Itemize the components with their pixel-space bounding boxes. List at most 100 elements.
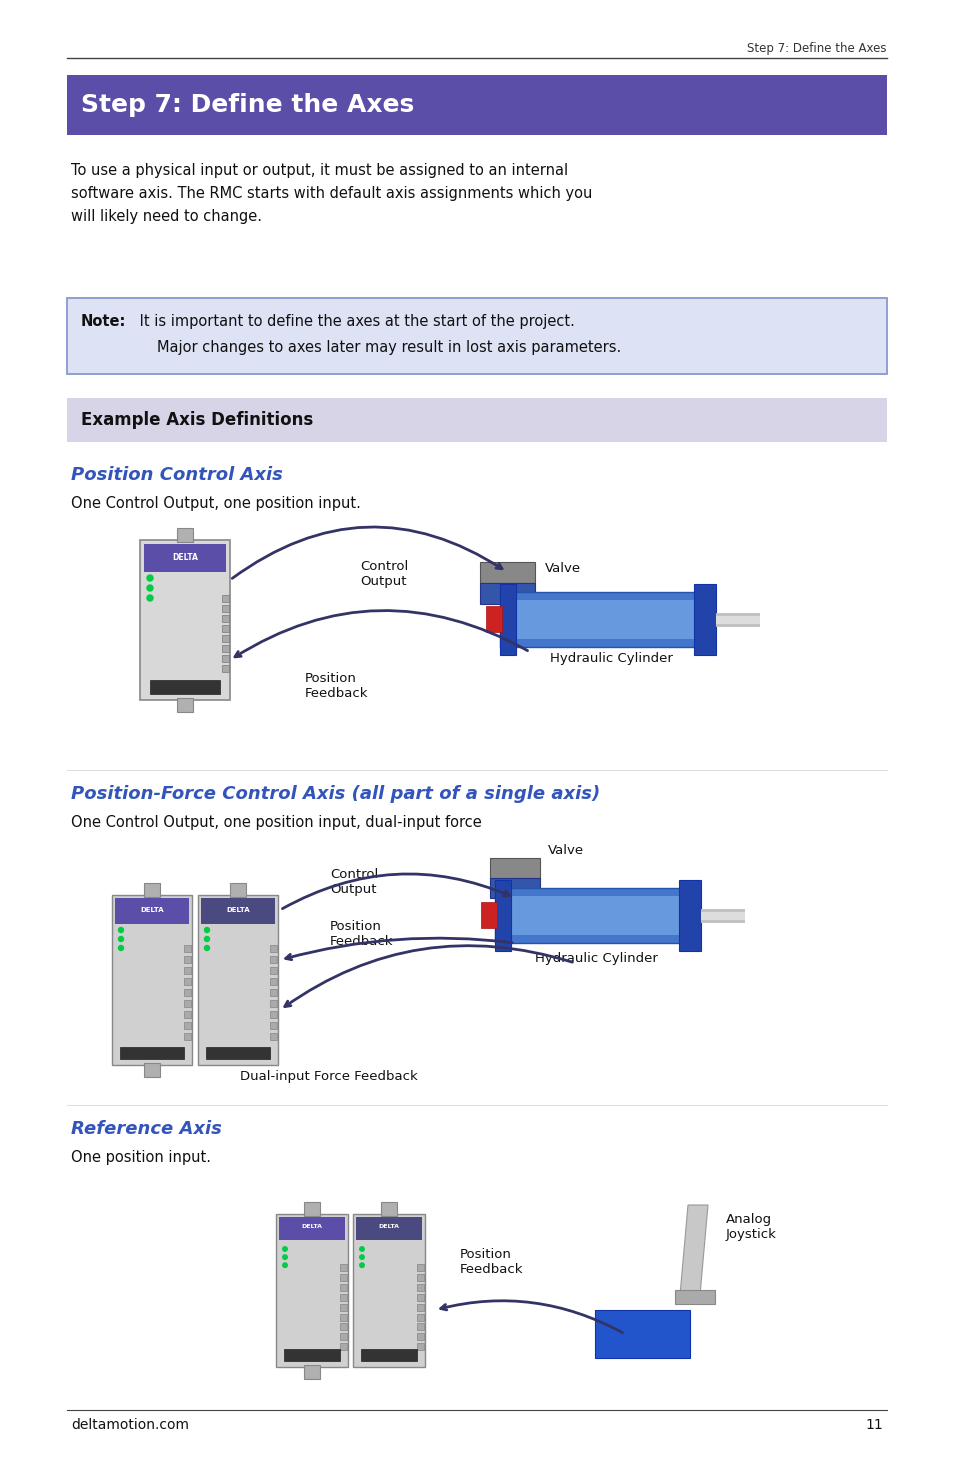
FancyBboxPatch shape — [184, 1022, 191, 1030]
Text: Step 7: Define the Axes: Step 7: Define the Axes — [81, 93, 414, 117]
Circle shape — [282, 1263, 287, 1267]
FancyBboxPatch shape — [693, 584, 716, 655]
FancyBboxPatch shape — [222, 645, 229, 652]
FancyBboxPatch shape — [144, 544, 226, 572]
Text: Analog
Joystick: Analog Joystick — [725, 1212, 776, 1240]
FancyBboxPatch shape — [495, 888, 695, 943]
FancyBboxPatch shape — [275, 1214, 348, 1367]
Text: One Control Output, one position input, dual-input force: One Control Output, one position input, … — [71, 816, 481, 830]
FancyBboxPatch shape — [270, 1032, 276, 1040]
FancyBboxPatch shape — [120, 1047, 184, 1059]
Text: To use a physical input or output, it must be assigned to an internal
software a: To use a physical input or output, it mu… — [71, 164, 592, 224]
FancyBboxPatch shape — [304, 1202, 319, 1215]
FancyBboxPatch shape — [115, 898, 189, 923]
FancyBboxPatch shape — [499, 584, 516, 655]
Text: Position
Feedback: Position Feedback — [459, 1248, 523, 1276]
Circle shape — [204, 928, 210, 932]
Text: Step 7: Define the Axes: Step 7: Define the Axes — [747, 41, 886, 55]
FancyBboxPatch shape — [270, 990, 276, 996]
FancyBboxPatch shape — [184, 1010, 191, 1018]
FancyBboxPatch shape — [416, 1344, 423, 1350]
Circle shape — [147, 586, 152, 591]
Text: DELTA: DELTA — [301, 1224, 322, 1230]
FancyBboxPatch shape — [355, 1217, 421, 1240]
FancyBboxPatch shape — [270, 1010, 276, 1018]
FancyBboxPatch shape — [339, 1264, 347, 1271]
FancyBboxPatch shape — [270, 1000, 276, 1007]
FancyBboxPatch shape — [480, 903, 497, 928]
FancyBboxPatch shape — [353, 1214, 424, 1367]
FancyBboxPatch shape — [270, 956, 276, 963]
Circle shape — [118, 937, 123, 941]
Text: Position
Feedback: Position Feedback — [305, 673, 368, 701]
FancyBboxPatch shape — [144, 1063, 160, 1077]
FancyBboxPatch shape — [184, 1032, 191, 1040]
FancyBboxPatch shape — [339, 1283, 347, 1291]
FancyBboxPatch shape — [230, 884, 246, 897]
Text: DELTA: DELTA — [140, 907, 164, 913]
FancyBboxPatch shape — [339, 1333, 347, 1341]
FancyBboxPatch shape — [679, 881, 700, 951]
Text: Position Control Axis: Position Control Axis — [71, 466, 283, 484]
FancyBboxPatch shape — [222, 615, 229, 622]
Text: 11: 11 — [864, 1417, 882, 1432]
Text: Major changes to axes later may result in lost axis parameters.: Major changes to axes later may result i… — [157, 341, 620, 355]
Text: deltamotion.com: deltamotion.com — [71, 1417, 189, 1432]
FancyBboxPatch shape — [112, 895, 192, 1065]
FancyBboxPatch shape — [416, 1314, 423, 1320]
Polygon shape — [679, 1205, 707, 1295]
FancyBboxPatch shape — [270, 968, 276, 974]
FancyBboxPatch shape — [595, 1310, 689, 1358]
Circle shape — [147, 575, 152, 581]
FancyBboxPatch shape — [503, 600, 705, 639]
FancyBboxPatch shape — [184, 945, 191, 951]
FancyBboxPatch shape — [222, 655, 229, 662]
FancyBboxPatch shape — [140, 540, 230, 701]
FancyBboxPatch shape — [495, 881, 511, 951]
FancyBboxPatch shape — [499, 591, 709, 648]
FancyBboxPatch shape — [222, 665, 229, 673]
FancyBboxPatch shape — [184, 1000, 191, 1007]
Text: Hydraulic Cylinder: Hydraulic Cylinder — [550, 652, 672, 665]
FancyBboxPatch shape — [416, 1304, 423, 1311]
Text: Note:: Note: — [81, 314, 126, 329]
FancyBboxPatch shape — [222, 605, 229, 612]
FancyBboxPatch shape — [675, 1291, 714, 1304]
Text: One position input.: One position input. — [71, 1150, 211, 1165]
Circle shape — [204, 937, 210, 941]
FancyBboxPatch shape — [416, 1274, 423, 1280]
FancyBboxPatch shape — [67, 298, 886, 375]
FancyBboxPatch shape — [490, 858, 539, 878]
Text: Reference Axis: Reference Axis — [71, 1120, 222, 1139]
FancyBboxPatch shape — [270, 945, 276, 951]
Text: DELTA: DELTA — [226, 907, 250, 913]
FancyBboxPatch shape — [206, 1047, 270, 1059]
Circle shape — [359, 1263, 364, 1267]
Text: Position
Feedback: Position Feedback — [330, 920, 393, 948]
FancyBboxPatch shape — [339, 1294, 347, 1301]
FancyBboxPatch shape — [416, 1264, 423, 1271]
FancyBboxPatch shape — [67, 398, 886, 442]
FancyBboxPatch shape — [67, 75, 886, 136]
FancyBboxPatch shape — [416, 1283, 423, 1291]
FancyBboxPatch shape — [222, 594, 229, 602]
Text: Hydraulic Cylinder: Hydraulic Cylinder — [535, 951, 658, 965]
Text: Position-Force Control Axis (all part of a single axis): Position-Force Control Axis (all part of… — [71, 785, 599, 802]
FancyBboxPatch shape — [485, 606, 501, 631]
FancyBboxPatch shape — [184, 990, 191, 996]
FancyBboxPatch shape — [270, 978, 276, 985]
FancyBboxPatch shape — [270, 1022, 276, 1030]
Text: Dual-input Force Feedback: Dual-input Force Feedback — [240, 1069, 417, 1083]
FancyBboxPatch shape — [339, 1344, 347, 1350]
Circle shape — [359, 1255, 364, 1260]
FancyBboxPatch shape — [498, 895, 690, 935]
FancyBboxPatch shape — [360, 1350, 416, 1361]
FancyBboxPatch shape — [144, 884, 160, 897]
FancyBboxPatch shape — [339, 1304, 347, 1311]
FancyBboxPatch shape — [222, 625, 229, 631]
FancyBboxPatch shape — [304, 1364, 319, 1379]
Text: DELTA: DELTA — [172, 553, 197, 562]
Text: Control
Output: Control Output — [330, 867, 377, 895]
FancyBboxPatch shape — [416, 1333, 423, 1341]
Circle shape — [282, 1255, 287, 1260]
